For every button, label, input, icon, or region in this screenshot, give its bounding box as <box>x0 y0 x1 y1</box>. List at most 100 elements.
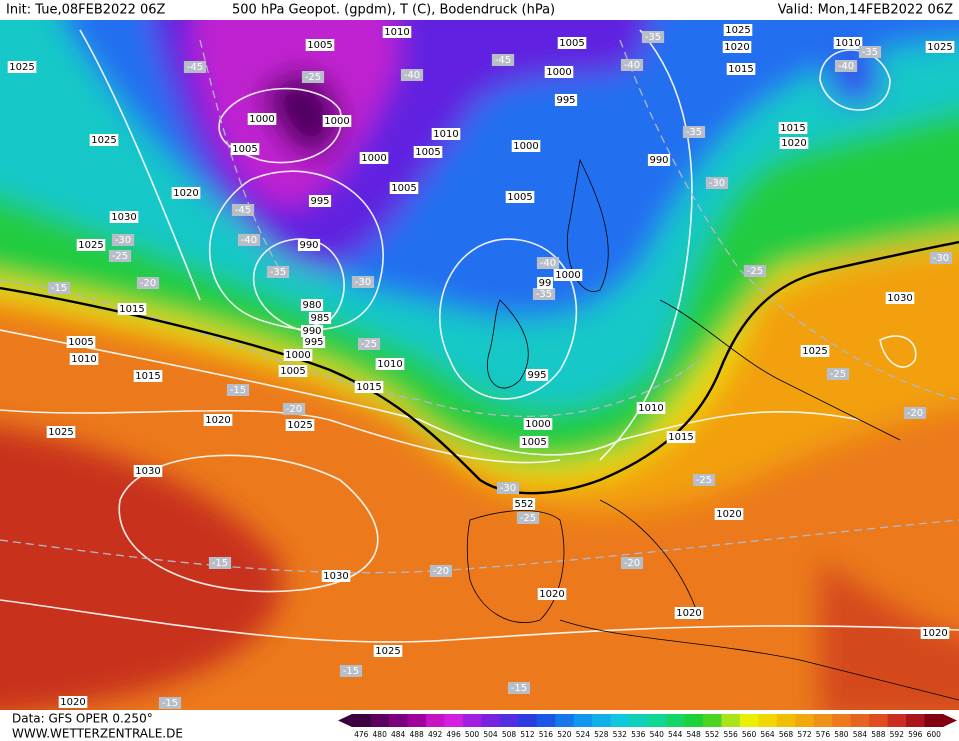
pressure-label: 1030 <box>111 212 136 223</box>
scale-label: 596 <box>908 730 923 739</box>
pressure-label: 1000 <box>555 270 580 281</box>
pressure-label: 1005 <box>280 366 305 377</box>
scale-swatch <box>352 714 371 727</box>
map-area: 1005 1010 1005 1025 1020 1010 1025 1025 1000 1015… <box>0 20 959 710</box>
map-labels: 1005 1010 1005 1025 1020 1010 1025 1025 1000 1015… <box>7 24 955 709</box>
temperature-label-box <box>903 407 927 419</box>
init-time: Init: Tue,08FEB2022 06Z <box>6 3 166 18</box>
coastline <box>559 499 959 701</box>
pressure-label: 1025 <box>725 25 750 36</box>
pressure-label: 1010 <box>433 129 458 140</box>
temperature-label-box <box>507 682 531 694</box>
pressure-label-box <box>359 152 389 164</box>
scale-swatch <box>647 714 667 727</box>
pressure-label: 985 <box>310 313 329 324</box>
pressure-label: 990 <box>302 326 321 337</box>
temperature-label: -30 <box>933 253 949 264</box>
pressure-label-box <box>666 431 696 443</box>
temperature-label-box <box>357 338 381 350</box>
scale-swatch <box>592 714 612 727</box>
scale-swatch <box>444 714 464 727</box>
pressure-label: 995 <box>310 196 329 207</box>
pressure-label: 1010 <box>835 38 860 49</box>
temperature-label-box <box>826 368 850 380</box>
temperature-label: -20 <box>140 278 156 289</box>
isobar <box>879 335 917 368</box>
scale-label: 492 <box>428 730 443 739</box>
pressure-label: 1025 <box>48 427 73 438</box>
scale-swatch <box>702 714 722 727</box>
pressure-label: 1000 <box>525 419 550 430</box>
pressure-label-box <box>66 336 96 348</box>
pressure-label-box <box>553 269 583 281</box>
temperature-label-box <box>858 46 882 58</box>
scale-label: 528 <box>594 730 609 739</box>
pressure-label: 1015 <box>119 304 144 315</box>
pressure-label-box <box>354 381 384 393</box>
scale-swatch <box>499 714 519 727</box>
temperature-label-box <box>158 697 182 709</box>
isobar <box>118 454 379 593</box>
map-region <box>0 427 283 710</box>
scale-label: 592 <box>890 730 905 739</box>
scale-label: 476 <box>354 730 369 739</box>
pressure-label: 1025 <box>802 346 827 357</box>
scale-label: 576 <box>816 730 831 739</box>
scale-swatch <box>665 714 685 727</box>
pressure-label-box <box>544 66 574 78</box>
scale-swatch <box>462 714 482 727</box>
temperature-label: -30 <box>115 235 131 246</box>
pressure-label: 1010 <box>71 354 96 365</box>
pressure-label: 1005 <box>307 40 332 51</box>
scale-swatch <box>795 714 815 727</box>
temperature-label-box <box>692 474 716 486</box>
scale-label: 504 <box>483 730 498 739</box>
scale-swatch <box>887 714 907 727</box>
pressure-label-box <box>722 41 752 53</box>
geopotential-label: 99 <box>539 278 552 289</box>
pressure-label: 995 <box>556 95 575 106</box>
scale-label: 548 <box>687 730 702 739</box>
temperature-label-box <box>108 250 132 262</box>
temperature-label: -35 <box>645 32 661 43</box>
scale-swatch <box>721 714 741 727</box>
scale-swatch <box>832 714 852 727</box>
temperature-label: -35 <box>536 289 552 300</box>
isobar <box>599 29 693 461</box>
coastlines <box>466 158 959 701</box>
temperature-label-box <box>226 384 250 396</box>
pressure-label-box <box>505 191 535 203</box>
pressure-label-box <box>322 115 352 127</box>
scale-swatch <box>906 714 926 727</box>
scale-label: 544 <box>668 730 683 739</box>
scale-label: 588 <box>871 730 886 739</box>
temperature-label: -15 <box>230 385 246 396</box>
isobar <box>0 409 561 464</box>
scale-swatch <box>407 714 427 727</box>
temperature-label: -15 <box>343 666 359 677</box>
pressure-label-box <box>171 187 201 199</box>
temperature-label-box <box>682 126 706 138</box>
scale-swatch <box>370 714 390 727</box>
pressure-label: 1005 <box>521 437 546 448</box>
scale-swatch <box>813 714 833 727</box>
scale-swatch <box>536 714 556 727</box>
temperature-label: -25 <box>112 251 128 262</box>
temperature-label-box <box>339 665 363 677</box>
pressure-label: 1025 <box>78 240 103 251</box>
scale-swatch <box>629 714 648 727</box>
pressure-label: 1005 <box>391 183 416 194</box>
scale-swatch <box>869 714 889 727</box>
temperature-label-box <box>47 282 71 294</box>
scale-swatch <box>758 714 778 727</box>
pressure-label-box <box>230 143 260 155</box>
temperature-label: -35 <box>862 47 878 58</box>
pressure-label: 1025 <box>91 135 116 146</box>
pressure-label: 995 <box>304 337 323 348</box>
scale-swatch <box>518 714 538 727</box>
pressure-label-box <box>382 26 412 38</box>
pressure-label-box <box>885 292 915 304</box>
pressure-label-box <box>89 134 119 146</box>
pressure-label-box <box>925 41 955 53</box>
